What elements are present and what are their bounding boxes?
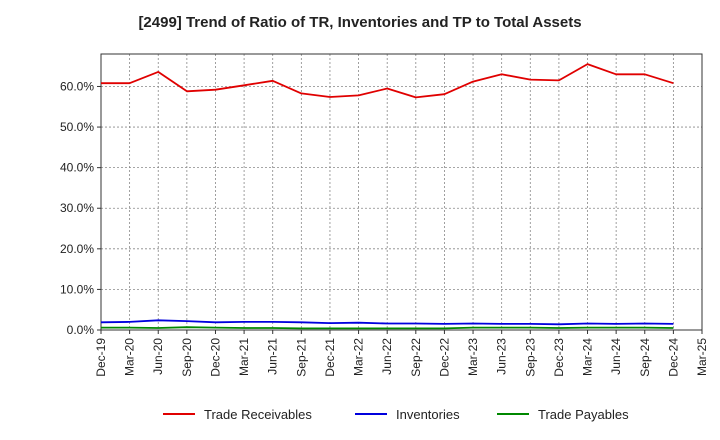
x-tick-label: Mar-22	[352, 338, 366, 376]
series-line-inventories	[100, 319, 674, 326]
legend-label: Inventories	[396, 407, 460, 422]
legend-label: Trade Receivables	[204, 407, 312, 422]
x-tick-label: Sep-22	[409, 338, 423, 377]
x-tick-label: Jun-23	[495, 338, 509, 375]
x-tick-label: Mar-21	[237, 338, 251, 376]
x-tick-label: Jun-22	[380, 338, 394, 375]
x-tick-label: Jun-21	[266, 338, 280, 375]
legend-label: Trade Payables	[538, 407, 629, 422]
x-tick-label: Dec-24	[666, 338, 680, 377]
x-tick-label: Dec-23	[552, 338, 566, 377]
x-tick-label: Dec-19	[94, 338, 108, 377]
x-tick-label: Sep-21	[294, 338, 308, 377]
x-tick-label: Sep-23	[523, 338, 537, 377]
y-tick-label: 40.0%	[60, 161, 94, 175]
x-tick-label: Jun-24	[609, 338, 623, 375]
x-tick-label: Sep-20	[180, 338, 194, 377]
x-tick-label: Dec-22	[437, 338, 451, 377]
y-tick-label: 60.0%	[60, 79, 94, 93]
x-tick-label: Mar-24	[581, 338, 595, 376]
series-line-trade-receivables	[101, 63, 674, 99]
x-tick-label: Mar-23	[466, 338, 480, 376]
y-tick-label: 20.0%	[60, 242, 94, 256]
x-tick-label: Dec-21	[323, 338, 337, 377]
x-tick-label: Mar-25	[695, 338, 709, 376]
legend: Trade Receivables Inventories Trade Payabl…	[163, 407, 629, 422]
y-tick-label: 10.0%	[60, 282, 94, 296]
y-tick-label: 50.0%	[60, 120, 94, 134]
y-axis-ticks: 0.0% 10.0% 20.0% 30.0% 40.0% 50.0% 60.0%	[60, 79, 101, 337]
chart-title: [2499] Trend of Ratio of TR, Inventories…	[138, 14, 582, 31]
gridlines	[100, 54, 703, 330]
x-axis-ticks: Dec-19 Mar-20 Jun-20 Sep-20 Dec-20 Mar-21 Jun-…	[94, 330, 709, 377]
x-tick-label: Mar-20	[123, 338, 137, 376]
x-tick-label: Sep-24	[638, 338, 652, 377]
x-tick-label: Jun-20	[151, 338, 165, 375]
series-lines	[100, 63, 674, 330]
y-tick-label: 0.0%	[67, 323, 95, 337]
series-line-trade-payables	[101, 326, 674, 330]
plot-area-frame	[100, 53, 703, 331]
x-tick-label: Dec-20	[208, 338, 222, 377]
y-tick-label: 30.0%	[60, 201, 94, 215]
